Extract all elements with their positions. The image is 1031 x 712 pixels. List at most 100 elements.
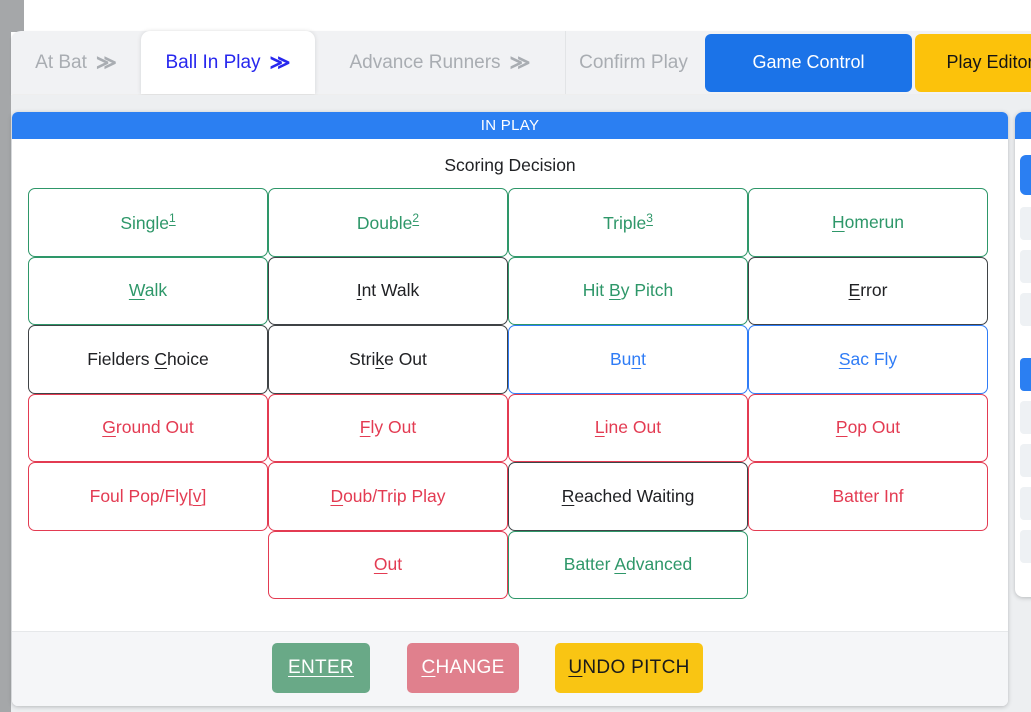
grid-button-line-out[interactable]: Line Out (508, 393, 748, 462)
tab-bar: At Bat ≫ Ball In Play ≫ Advance Runners ≫ Conf… (11, 31, 1031, 94)
grid-button-fly-out[interactable]: Fly Out (268, 393, 508, 462)
label-text: Batter (563, 554, 615, 575)
tab-advance-runners[interactable]: Advance Runners ≫ (315, 31, 565, 94)
scoring-grid: Single1 Double2 Triple3 Homerun Walk Int Walk… (28, 188, 988, 599)
tab-confirm-play[interactable]: Confirm Play (565, 31, 701, 94)
secondary-list-item[interactable] (1020, 444, 1031, 477)
game-control-button[interactable]: Game Control (705, 33, 912, 92)
content-area: IN PLAY Scoring Decision Single1 Double2 T… (11, 95, 1031, 712)
grid-button-single1[interactable]: Single1 (28, 188, 268, 257)
hotkey-underline: A (614, 554, 627, 575)
grid-button-double2[interactable]: Double2 (268, 188, 508, 257)
in-play-panel: IN PLAY Scoring Decision Single1 Double2 T… (12, 112, 1008, 706)
secondary-panel-button[interactable] (1020, 155, 1031, 195)
grid-button-triple3[interactable]: Triple3 (508, 188, 748, 257)
grid-button-doub-trip-play[interactable]: Doub/Trip Play (268, 462, 508, 531)
label-text: eached Waiting (574, 485, 695, 506)
label-text: ine Out (604, 417, 662, 438)
secondary-list-item[interactable] (1020, 207, 1031, 240)
secondary-list-item[interactable] (1020, 530, 1031, 563)
hotkey-underline: R (561, 485, 575, 506)
tab-label: At Bat (35, 51, 87, 73)
grid-button-reached-waiting[interactable]: Reached Waiting (508, 462, 748, 531)
hotkey-underline: v (192, 485, 202, 506)
hotkey-underline: n (631, 348, 642, 369)
hotkey-underline: U (568, 657, 583, 678)
secondary-panel-header (1015, 112, 1031, 139)
hotkey-underline: O (373, 554, 388, 575)
hotkey-underline: D (330, 485, 344, 506)
hotkey-underline: C (421, 657, 436, 678)
label-text: omerun (844, 211, 904, 232)
grid-button-ground-out[interactable]: Ground Out (28, 393, 268, 462)
tab-label: Advance Runners (349, 51, 501, 73)
grid-button-sac-fly[interactable]: Sac Fly (748, 325, 988, 394)
label-text: Triple (603, 212, 647, 233)
grid-button-hit-by-pitch[interactable]: Hit By Pitch (508, 256, 748, 325)
grid-button-out[interactable]: Out (268, 530, 508, 599)
grid-button-batter-advanced[interactable]: Batter Advanced (508, 530, 748, 599)
undo-pitch-button[interactable]: UNDO PITCH (555, 643, 703, 693)
grid-button-pop-out[interactable]: Pop Out (748, 393, 988, 462)
hotkey-underline: P (835, 417, 848, 438)
grid-button-int-walk[interactable]: Int Walk (268, 256, 508, 325)
label-text: alk (144, 280, 168, 301)
hotkey-underline: k (375, 348, 385, 369)
label-text: oub/Trip Play (343, 485, 446, 506)
secondary-list-item[interactable] (1020, 401, 1031, 434)
left-scrollbar[interactable] (0, 0, 11, 712)
hotkey-underline: L (594, 417, 605, 438)
hotkey-underline: 2 (412, 210, 420, 225)
label-text: HANGE (435, 657, 505, 678)
hotkey-underline: 3 (646, 210, 653, 225)
play-editor-button[interactable]: Play Editor (915, 33, 1031, 92)
hotkey-underline: F (359, 417, 371, 438)
label-text: ] (201, 485, 207, 506)
label-text: Batter Inf (832, 485, 904, 506)
grid-button-batter-inf[interactable]: Batter Inf (748, 462, 988, 531)
label-text: Fielders (87, 348, 155, 369)
tab-list: At Bat ≫ Ball In Play ≫ Advance Runners ≫ Conf… (11, 31, 701, 94)
hotkey-underline: I (356, 280, 362, 301)
grid-button-walk[interactable]: Walk (28, 256, 268, 325)
label-text: Single (120, 212, 169, 233)
label-text: e Out (384, 348, 427, 369)
hotkey-underline: ENTER (288, 657, 354, 678)
label-text: Double (356, 212, 413, 233)
label-text: nt Walk (361, 280, 420, 301)
hotkey-underline: E (848, 280, 861, 301)
label-text: rror (860, 280, 888, 301)
grid-cell-empty (28, 531, 268, 600)
grid-cell-empty (748, 531, 988, 600)
grid-button-strike-out[interactable]: Strike Out (268, 325, 508, 394)
grid-button-fielders-choice[interactable]: Fielders Choice (28, 325, 268, 394)
change-button[interactable]: CHANGE (407, 643, 519, 693)
label-text: Bu (609, 348, 632, 369)
scoring-decision-title: Scoring Decision (444, 155, 576, 175)
hotkey-underline: S (838, 348, 851, 369)
label-text: Foul Pop/Fly[ (89, 485, 193, 506)
hotkey-underline: 1 (168, 210, 176, 225)
label-text: t (641, 348, 646, 369)
grid-button-homerun[interactable]: Homerun (748, 188, 988, 257)
grid-button-bunt[interactable]: Bunt (508, 325, 748, 394)
secondary-list-item[interactable] (1020, 293, 1031, 326)
secondary-list-item-selected[interactable] (1020, 358, 1031, 391)
label-text: round Out (115, 417, 194, 438)
grid-button-error[interactable]: Error (748, 256, 988, 325)
grid-button-foul-pop-fly-v[interactable]: Foul Pop/Fly[v] (28, 462, 268, 531)
tab-at-bat[interactable]: At Bat ≫ (11, 31, 141, 94)
secondary-list-item[interactable] (1020, 250, 1031, 283)
enter-button[interactable]: ENTER (272, 643, 370, 693)
label-text: y Pitch (620, 280, 674, 301)
hotkey-underline: G (102, 417, 116, 438)
hotkey-underline: C (154, 348, 167, 369)
label-text: op Out (847, 417, 901, 438)
panel-footer: ENTER CHANGE UNDO PITCH (12, 631, 1008, 706)
tab-ball-in-play[interactable]: Ball In Play ≫ (141, 31, 315, 94)
tab-label: Confirm Play (579, 51, 688, 73)
label-text: hoice (166, 348, 209, 369)
hotkey-underline: W (128, 280, 145, 301)
secondary-list-item[interactable] (1020, 487, 1031, 520)
